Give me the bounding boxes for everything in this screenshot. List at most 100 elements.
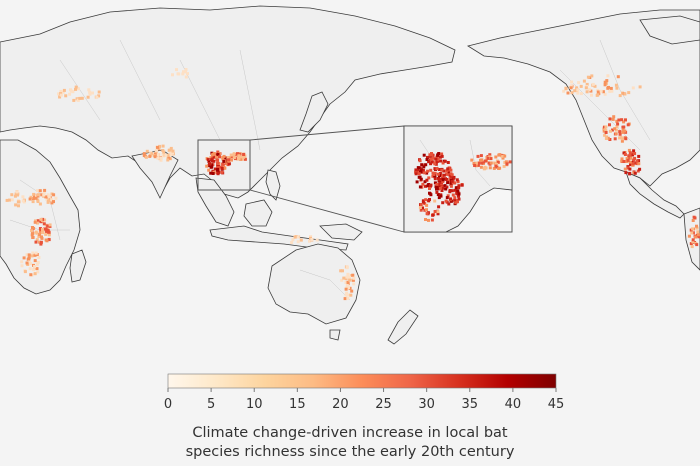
richness-cell xyxy=(695,243,699,247)
richness-cell xyxy=(150,152,154,156)
richness-cell xyxy=(44,238,48,242)
richness-cell xyxy=(441,178,445,182)
richness-cell xyxy=(486,156,490,160)
richness-cell xyxy=(604,137,608,140)
richness-cell xyxy=(636,169,640,173)
richness-cell xyxy=(433,167,437,171)
richness-cell xyxy=(419,208,423,212)
richness-hotspots xyxy=(5,68,700,301)
richness-cell xyxy=(605,79,609,83)
richness-cell xyxy=(627,148,631,152)
richness-cell xyxy=(492,161,496,165)
richness-cell xyxy=(414,170,418,174)
richness-cell xyxy=(28,267,32,271)
richness-cell xyxy=(424,184,427,188)
richness-cell xyxy=(449,197,453,201)
richness-cell xyxy=(175,68,178,72)
richness-cell xyxy=(438,186,442,190)
richness-cell xyxy=(498,153,502,157)
richness-cell xyxy=(31,226,34,229)
richness-cell xyxy=(441,174,445,178)
richness-cell xyxy=(33,265,37,268)
richness-cell xyxy=(444,199,448,203)
richness-cell xyxy=(445,178,449,181)
richness-cell xyxy=(216,152,220,156)
richness-cell xyxy=(421,182,425,186)
richness-cell xyxy=(623,153,627,156)
richness-cell xyxy=(45,230,49,234)
richness-cell xyxy=(27,253,31,257)
richness-cell xyxy=(10,193,14,197)
richness-cell xyxy=(296,240,300,244)
richness-cell xyxy=(439,173,443,177)
richness-cell xyxy=(632,152,636,155)
richness-cell xyxy=(451,193,455,197)
richness-cell xyxy=(207,160,211,164)
richness-cell xyxy=(635,159,639,163)
richness-cell xyxy=(217,170,221,174)
richness-cell xyxy=(224,156,228,160)
richness-cell xyxy=(569,86,573,90)
richness-cell xyxy=(488,166,492,170)
richness-cell xyxy=(445,169,449,173)
legend-tick-label: 15 xyxy=(289,397,306,412)
legend-tick-label: 40 xyxy=(505,397,522,412)
richness-cell xyxy=(575,86,579,90)
richness-cell xyxy=(36,221,39,225)
richness-cell xyxy=(428,153,432,157)
richness-cell xyxy=(622,125,626,129)
richness-cell xyxy=(36,270,40,274)
richness-cell xyxy=(14,203,18,207)
legend-tick-label: 25 xyxy=(375,397,392,412)
richness-cell xyxy=(585,82,589,86)
richness-cell xyxy=(457,186,461,190)
richness-cell xyxy=(504,160,508,164)
richness-cell xyxy=(423,171,427,175)
richness-cell xyxy=(242,155,246,159)
richness-cell xyxy=(64,94,68,98)
richness-cell xyxy=(44,227,48,231)
richness-cell xyxy=(227,162,231,166)
richness-cell xyxy=(347,293,351,297)
richness-cell xyxy=(423,180,427,184)
richness-cell xyxy=(434,157,438,161)
richness-cell xyxy=(61,90,65,94)
indonesia-islands xyxy=(209,225,349,251)
richness-cell xyxy=(46,228,49,232)
richness-cell xyxy=(569,84,573,88)
richness-cell xyxy=(299,238,303,242)
richness-cell xyxy=(635,162,639,166)
richness-cell xyxy=(631,162,635,166)
richness-cell xyxy=(47,195,51,199)
richness-cell xyxy=(596,88,600,92)
richness-cell xyxy=(210,163,214,167)
richness-cell xyxy=(5,198,9,202)
richness-cell xyxy=(31,236,35,239)
richness-cell xyxy=(58,95,62,99)
richness-cell xyxy=(456,189,460,193)
richness-cell xyxy=(164,153,168,157)
richness-cell xyxy=(433,162,437,166)
richness-cell xyxy=(628,167,632,171)
richness-cell xyxy=(414,168,418,172)
richness-cell xyxy=(482,167,486,171)
richness-cell xyxy=(427,176,431,180)
richness-cell xyxy=(425,171,429,175)
richness-cell xyxy=(207,164,211,168)
richness-cell xyxy=(293,235,297,239)
richness-cell xyxy=(42,222,46,226)
richness-cell xyxy=(69,89,73,93)
legend-tick-label: 30 xyxy=(418,397,435,412)
richness-cell xyxy=(591,82,595,86)
richness-cell xyxy=(697,235,700,239)
richness-cell xyxy=(414,172,418,176)
richness-cell xyxy=(629,163,632,167)
richness-cell xyxy=(435,185,439,189)
richness-cell xyxy=(48,223,52,227)
richness-cell xyxy=(604,131,608,134)
richness-cell xyxy=(617,118,621,122)
richness-cell xyxy=(237,154,241,158)
richness-cell xyxy=(210,158,214,162)
richness-cell xyxy=(628,160,632,164)
richness-cell xyxy=(441,201,445,205)
